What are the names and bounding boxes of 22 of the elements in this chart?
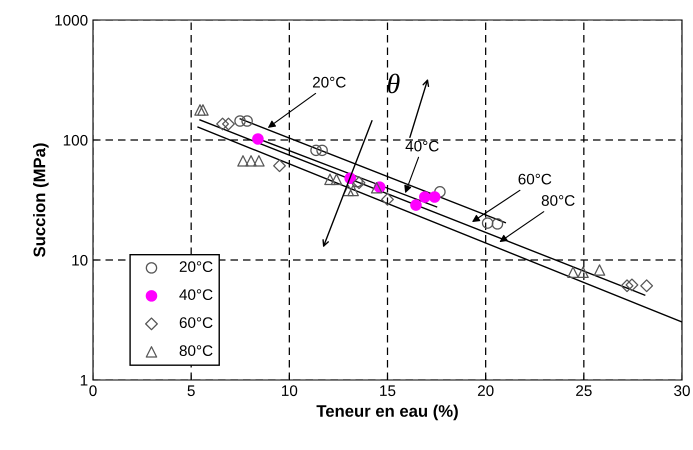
y-axis-title: Succion (MPa): [33, 143, 49, 257]
legend-label: 60°C: [180, 317, 213, 328]
x-tick-label: 15: [380, 385, 396, 396]
x-axis-title: Teneur en eau (%): [316, 404, 458, 420]
annotation: θ: [388, 74, 400, 94]
y-tick-label: 1: [80, 375, 88, 386]
annotation: 80°C: [542, 195, 575, 206]
y-tick-label: 1000: [55, 14, 88, 26]
annotation: 60°C: [518, 174, 552, 185]
x-tick-label: 10: [282, 385, 298, 396]
x-tick-label: 25: [576, 385, 592, 396]
x-tick-label: 20: [478, 385, 494, 396]
x-tick-label: 5: [188, 385, 195, 396]
y-tick-label: 100: [64, 134, 88, 146]
legend-label: 80°C: [180, 345, 213, 356]
x-tick-label: 0: [89, 385, 97, 396]
legend-label: 40°C: [179, 289, 213, 300]
legend-label: 20°C: [180, 261, 213, 272]
annotation: 40°C: [406, 140, 439, 152]
x-tick-label: 30: [674, 385, 690, 396]
y-tick-label: 10: [72, 254, 88, 266]
annotation: 20°C: [312, 76, 346, 88]
